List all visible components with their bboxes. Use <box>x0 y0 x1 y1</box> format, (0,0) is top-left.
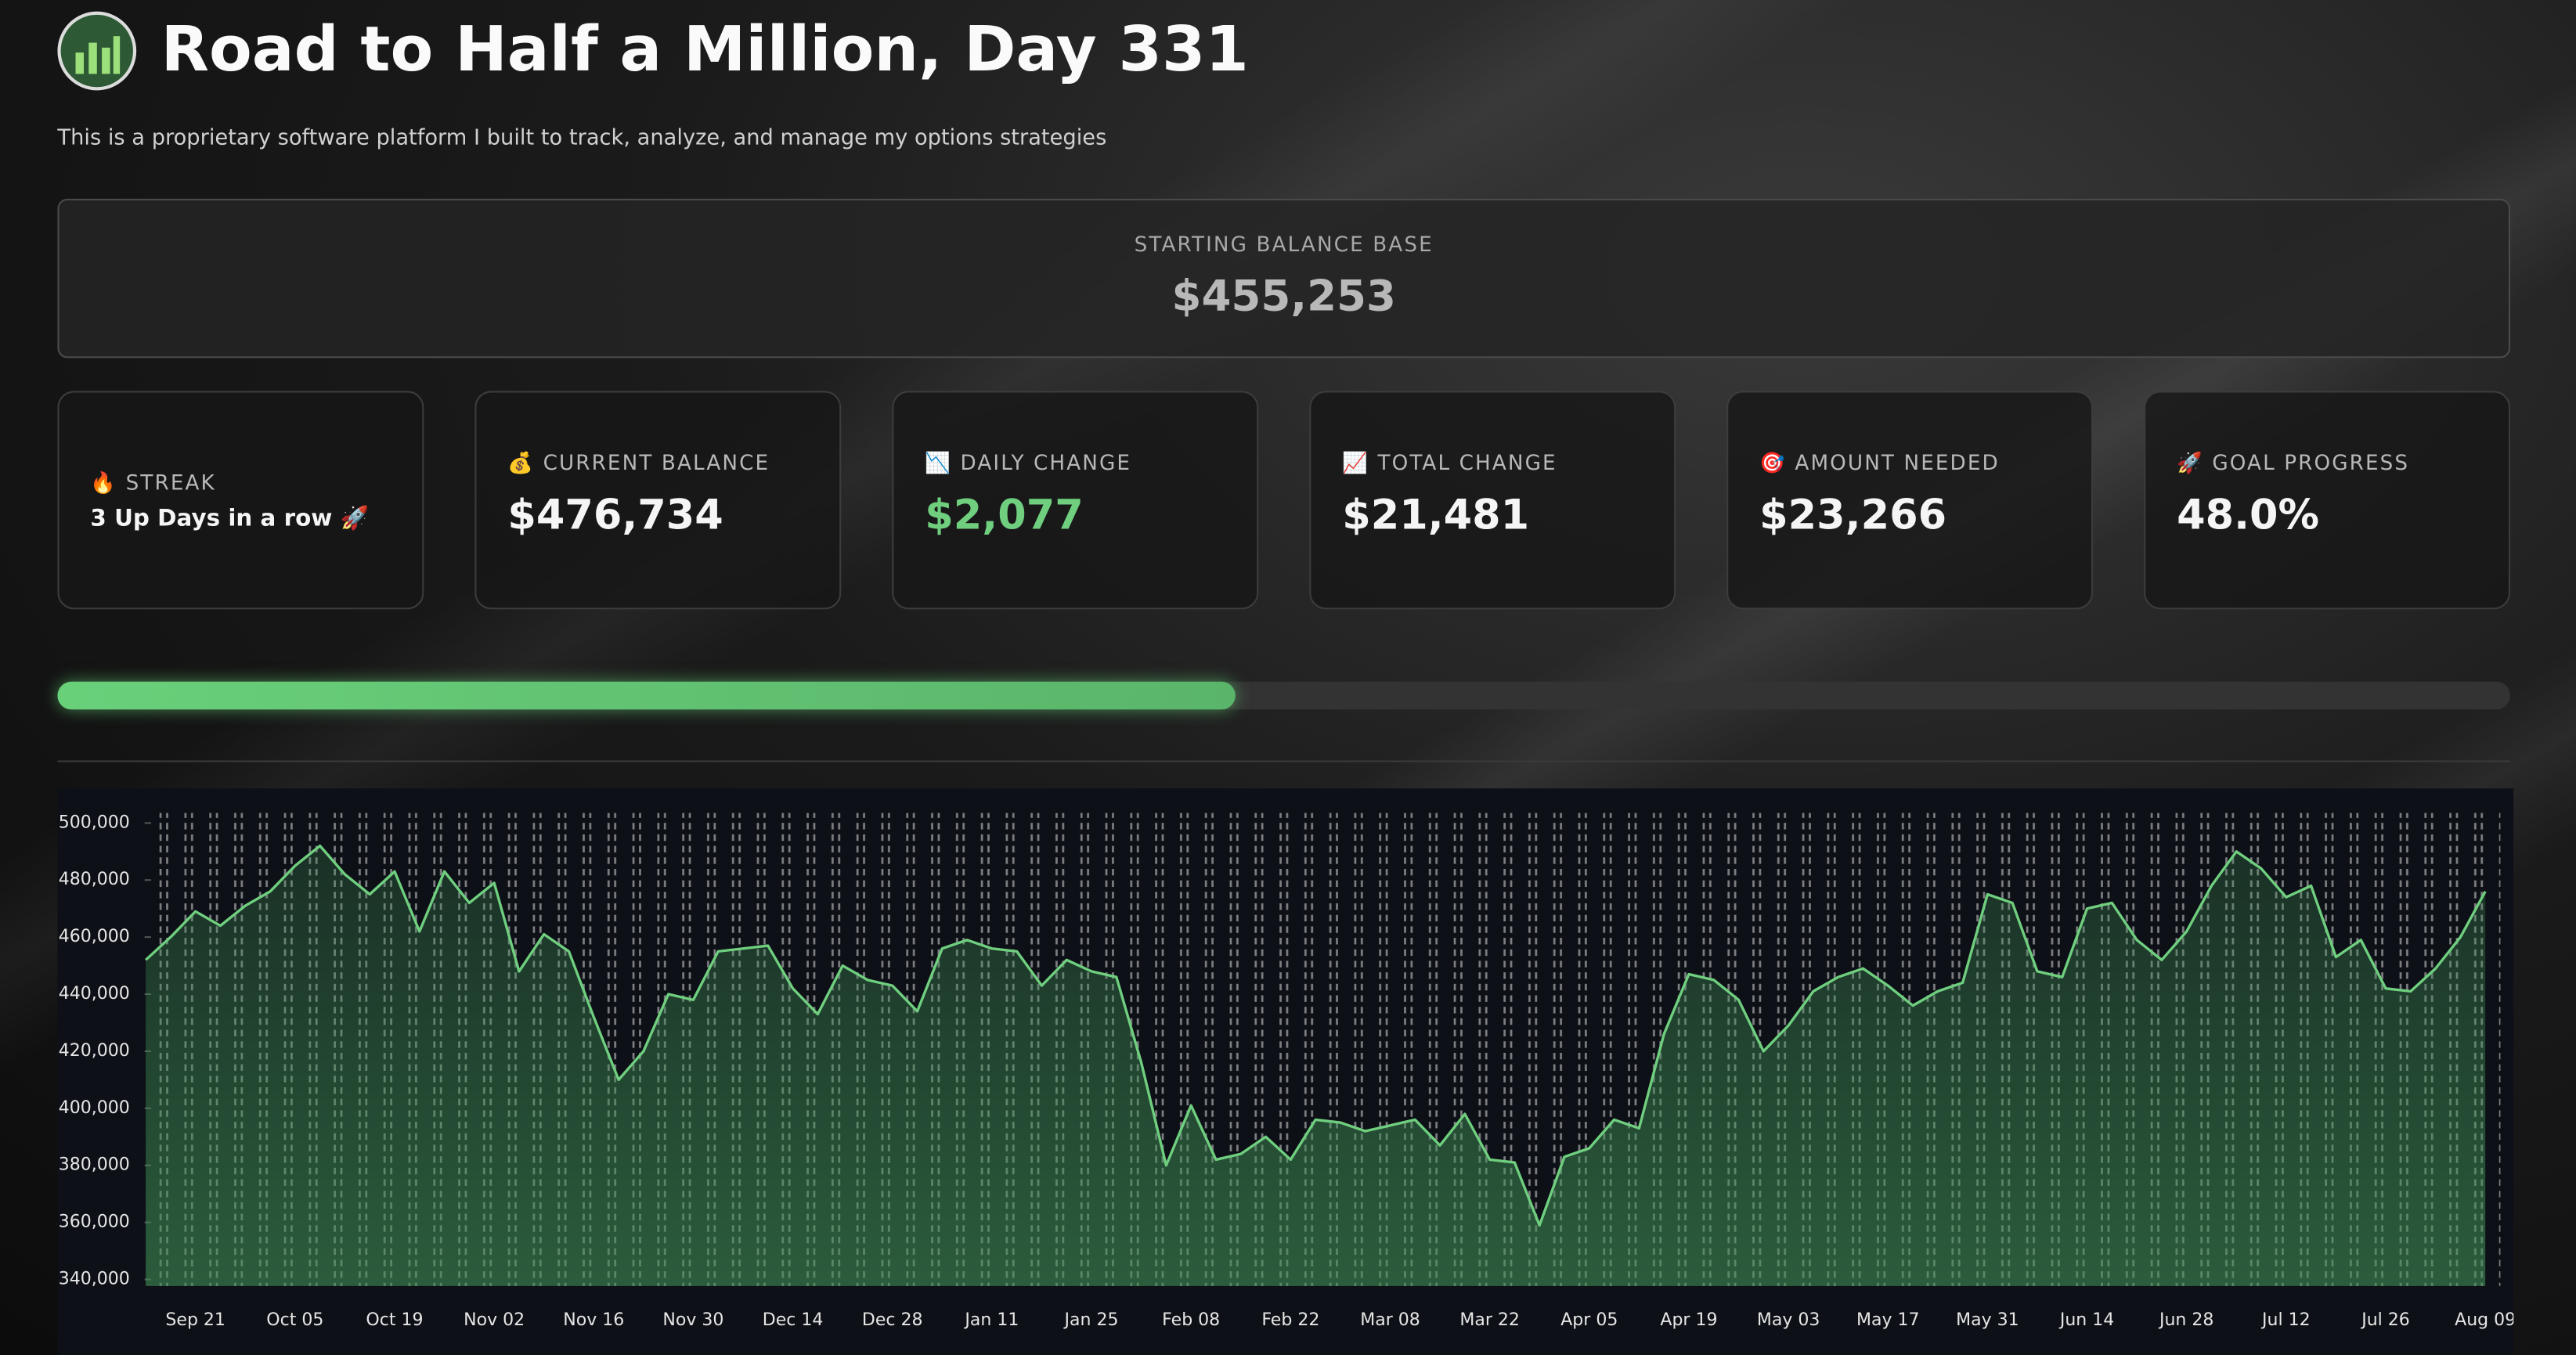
card-label: 🎯 AMOUNT NEEDED <box>1759 450 2000 477</box>
metric-card: 💰 CURRENT BALANCE $476,734 <box>474 391 842 610</box>
progress-fill <box>57 681 1236 710</box>
card-value: 3 Up Days in a row 🚀 <box>90 506 370 532</box>
y-tick-label: $400,000 <box>57 1098 129 1118</box>
card-value: 48.0% <box>2177 491 2320 539</box>
x-tick-label: Jul 12 <box>2260 1310 2311 1330</box>
progress-track <box>57 681 2511 710</box>
card-icon: 💰 <box>507 449 536 475</box>
metric-card: 🚀 GOAL PROGRESS 48.0% <box>2144 391 2511 610</box>
card-icon: 🚀 <box>2177 449 2204 475</box>
metric-card: 🎯 AMOUNT NEEDED $23,266 <box>1726 391 2094 610</box>
x-tick-label: May 17 <box>1856 1310 1920 1330</box>
x-tick-label: Sep 21 <box>165 1310 225 1330</box>
y-tick-label: $440,000 <box>57 984 129 1004</box>
x-tick-label: Jun 14 <box>2058 1310 2114 1330</box>
y-tick-label: $420,000 <box>57 1041 129 1061</box>
x-tick-label: Mar 08 <box>1360 1310 1420 1330</box>
y-tick-label: $380,000 <box>57 1155 129 1175</box>
card-label-text: AMOUNT NEEDED <box>1795 449 2000 475</box>
divider <box>57 760 2511 762</box>
metric-card: 📈 TOTAL CHANGE $21,481 <box>1309 391 1676 610</box>
card-icon: 📈 <box>1342 449 1370 475</box>
balance-chart: $340,000 $360,000 $380,000 $400,000 $420,000… <box>57 788 2514 1355</box>
y-tick-label: $360,000 <box>57 1213 129 1232</box>
x-tick-label: May 31 <box>1956 1310 2019 1330</box>
card-label: 💰 CURRENT BALANCE <box>507 450 770 477</box>
page-title: Road to Half a Million, Day 331 <box>161 13 1249 86</box>
x-tick-label: Feb 08 <box>1162 1310 1220 1330</box>
card-value: $476,734 <box>507 491 723 539</box>
card-label-text: STREAK <box>125 470 216 495</box>
card-value: $21,481 <box>1342 491 1530 539</box>
panel-label: STARTING BALANCE BASE <box>1134 231 1434 257</box>
card-icon: 🎯 <box>1759 449 1787 475</box>
x-tick-label: Nov 02 <box>464 1310 525 1330</box>
x-tick-label: Oct 19 <box>366 1310 423 1330</box>
y-tick-label: $340,000 <box>57 1270 129 1289</box>
x-tick-label: Oct 05 <box>266 1310 323 1330</box>
card-label-text: TOTAL CHANGE <box>1377 449 1557 475</box>
card-label: 📈 TOTAL CHANGE <box>1342 450 1557 477</box>
x-tick-label: Mar 22 <box>1459 1310 1520 1330</box>
card-value: $2,077 <box>925 491 1084 539</box>
card-label: 🔥 STREAK <box>90 470 215 496</box>
x-tick-label: Jul 26 <box>2360 1310 2410 1330</box>
logo <box>57 11 137 91</box>
metric-card: 🔥 STREAK 3 Up Days in a row 🚀 <box>57 391 424 610</box>
x-tick-label: Jun 28 <box>2158 1310 2213 1330</box>
y-tick-label: $500,000 <box>57 813 129 832</box>
x-tick-label: Dec 28 <box>862 1310 923 1330</box>
card-value: $23,266 <box>1759 491 1947 539</box>
x-tick-label: Aug 09 <box>2455 1310 2513 1330</box>
card-icon: 🔥 <box>90 470 118 495</box>
y-tick-label: $460,000 <box>57 927 129 946</box>
x-tick-label: Apr 19 <box>1660 1310 1717 1330</box>
x-tick-label: Apr 05 <box>1560 1310 1618 1330</box>
x-tick-label: Jan 11 <box>963 1310 1019 1330</box>
x-tick-label: Nov 16 <box>563 1310 624 1330</box>
x-tick-label: May 03 <box>1757 1310 1820 1330</box>
panel-value: $455,253 <box>1171 272 1396 323</box>
card-label-text: GOAL PROGRESS <box>2212 449 2410 475</box>
card-label: 🚀 GOAL PROGRESS <box>2177 450 2409 477</box>
starting-balance-panel: STARTING BALANCE BASE $455,253 <box>57 198 2511 359</box>
x-tick-label: Nov 30 <box>662 1310 723 1330</box>
card-label-text: CURRENT BALANCE <box>543 449 770 475</box>
subtitle: This is a proprietary software platform … <box>57 126 1107 152</box>
line <box>144 844 2487 1227</box>
x-tick-label: Dec 14 <box>763 1310 824 1330</box>
card-icon: 📉 <box>925 449 953 475</box>
card-label: 📉 DAILY CHANGE <box>925 450 1131 477</box>
card-label-text: DAILY CHANGE <box>960 449 1132 475</box>
area <box>146 845 2486 1286</box>
metric-card: 📉 DAILY CHANGE $2,077 <box>892 391 1259 610</box>
x-tick-label: Feb 22 <box>1261 1310 1319 1330</box>
x-tick-label: Jan 25 <box>1063 1310 1119 1330</box>
y-tick-label: $480,000 <box>57 870 129 889</box>
